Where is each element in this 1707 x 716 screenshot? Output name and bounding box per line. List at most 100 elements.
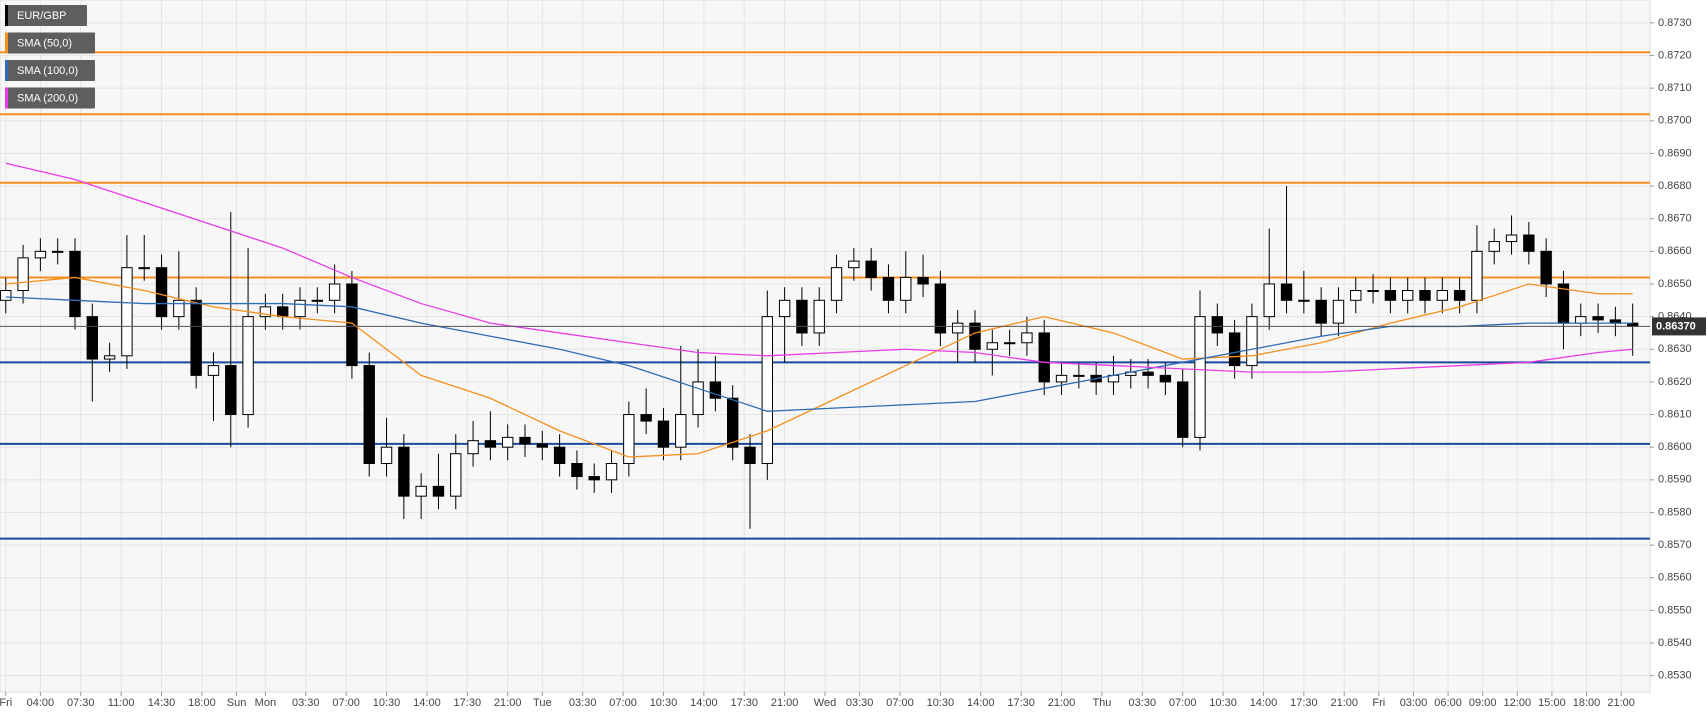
candle-body xyxy=(17,257,29,292)
candle-body xyxy=(0,290,12,301)
x-tick-label: 21:00 xyxy=(1048,697,1076,709)
candle-body xyxy=(571,463,583,478)
x-tick-label: Wed xyxy=(814,697,836,709)
x-tick-label: 03:30 xyxy=(846,697,874,709)
sma-line xyxy=(5,162,1633,373)
candle-body xyxy=(1263,283,1275,318)
x-tick-label: Tue xyxy=(533,697,552,709)
candle-body xyxy=(415,485,427,497)
y-tick-label: 0.8590 xyxy=(1658,474,1692,486)
candle-body xyxy=(1523,234,1535,252)
x-tick-label: 06:00 xyxy=(1434,697,1462,709)
candle-body xyxy=(1367,290,1379,293)
candle-body xyxy=(52,250,64,253)
x-tick-label: Fri xyxy=(1372,697,1385,709)
candle-body xyxy=(657,420,670,448)
candle-body xyxy=(848,260,860,269)
candle-body xyxy=(640,414,652,422)
candle-body xyxy=(1055,374,1068,383)
x-tick-label: 14:00 xyxy=(1250,697,1278,709)
candle-body xyxy=(709,381,722,399)
candle-body xyxy=(727,397,739,448)
candle-body xyxy=(450,453,462,497)
x-tick-label: 07:30 xyxy=(67,697,95,709)
candle-body xyxy=(1073,374,1085,377)
candle-body xyxy=(986,342,998,350)
candle-body xyxy=(744,446,756,465)
y-tick-label: 0.8620 xyxy=(1658,376,1692,388)
candle-body xyxy=(190,299,202,376)
x-tick-label: 09:00 xyxy=(1469,697,1497,709)
x-tick-label: 14:00 xyxy=(967,697,995,709)
candle-body xyxy=(1436,290,1448,301)
candle-body xyxy=(1592,316,1604,321)
candle-body xyxy=(934,283,947,334)
candle-body xyxy=(346,283,358,367)
y-tick-label: 0.8720 xyxy=(1658,49,1692,61)
y-tick-label: 0.8700 xyxy=(1658,115,1692,127)
candle-body xyxy=(1540,250,1552,285)
x-tick-label: 10:30 xyxy=(373,697,401,709)
candle-body xyxy=(1228,332,1241,367)
x-tick-label: 14:30 xyxy=(148,697,176,709)
x-tick-label: 03:30 xyxy=(292,697,320,709)
x-tick-label: 04:00 xyxy=(27,697,55,709)
x-tick-label: 18:00 xyxy=(1573,697,1601,709)
candle-body xyxy=(588,476,600,481)
candle-body xyxy=(900,276,912,301)
x-tick-label: 07:00 xyxy=(886,697,914,709)
candle-body xyxy=(1021,332,1033,344)
x-tick-label: 03:30 xyxy=(569,697,597,709)
candle-body xyxy=(398,446,410,497)
sma-line xyxy=(5,276,1633,458)
candle-body xyxy=(1177,381,1189,438)
legend-swatch xyxy=(5,32,8,54)
legend-label: EUR/GBP xyxy=(17,10,67,22)
candle-body xyxy=(969,322,981,350)
candle-body xyxy=(207,365,220,376)
candle-body xyxy=(502,436,514,448)
candle-body xyxy=(1419,290,1431,301)
candle-body xyxy=(432,485,445,497)
y-tick-label: 0.8690 xyxy=(1658,147,1692,159)
candle-body xyxy=(519,436,531,445)
candle-body xyxy=(380,446,393,465)
legend-label: SMA (200,0) xyxy=(17,92,78,104)
candle-body xyxy=(242,316,254,416)
y-tick-label: 0.8550 xyxy=(1658,604,1692,616)
candle-body xyxy=(1194,316,1206,438)
y-tick-label: 0.8680 xyxy=(1658,180,1692,192)
candle-body xyxy=(311,299,324,302)
legend-box xyxy=(5,5,87,26)
candle-body xyxy=(1298,299,1310,302)
x-tick-label: 17:30 xyxy=(1007,697,1035,709)
candle-body xyxy=(553,446,566,465)
legend-box xyxy=(5,87,95,109)
candle-body xyxy=(952,322,964,334)
candle-body xyxy=(363,365,375,465)
candle-body xyxy=(692,381,704,416)
legend-box xyxy=(5,32,95,54)
x-tick-label: 14:00 xyxy=(413,697,441,709)
x-tick-label: 03:30 xyxy=(1129,697,1157,709)
candle-body xyxy=(103,355,116,360)
legend-swatch xyxy=(5,60,8,81)
y-tick-label: 0.8730 xyxy=(1658,17,1692,29)
x-tick-label: 14:00 xyxy=(690,697,718,709)
y-tick-label: 0.8580 xyxy=(1658,506,1692,518)
candle-body xyxy=(675,414,687,448)
legend-swatch xyxy=(5,5,8,26)
candle-body xyxy=(1315,299,1327,324)
candle-body xyxy=(536,443,548,448)
y-tick-label: 0.8610 xyxy=(1658,408,1692,420)
x-tick-label: 10:30 xyxy=(1209,697,1237,709)
x-tick-label: 21:00 xyxy=(771,697,799,709)
candle-body xyxy=(1350,290,1362,301)
y-tick-label: 0.8540 xyxy=(1658,637,1692,649)
legend-item: EUR/GBP xyxy=(5,5,87,26)
x-tick-label: 12:00 xyxy=(1504,697,1532,709)
candle-body xyxy=(155,267,168,318)
x-tick-label: 21:00 xyxy=(1330,697,1358,709)
candle-body xyxy=(277,306,289,318)
